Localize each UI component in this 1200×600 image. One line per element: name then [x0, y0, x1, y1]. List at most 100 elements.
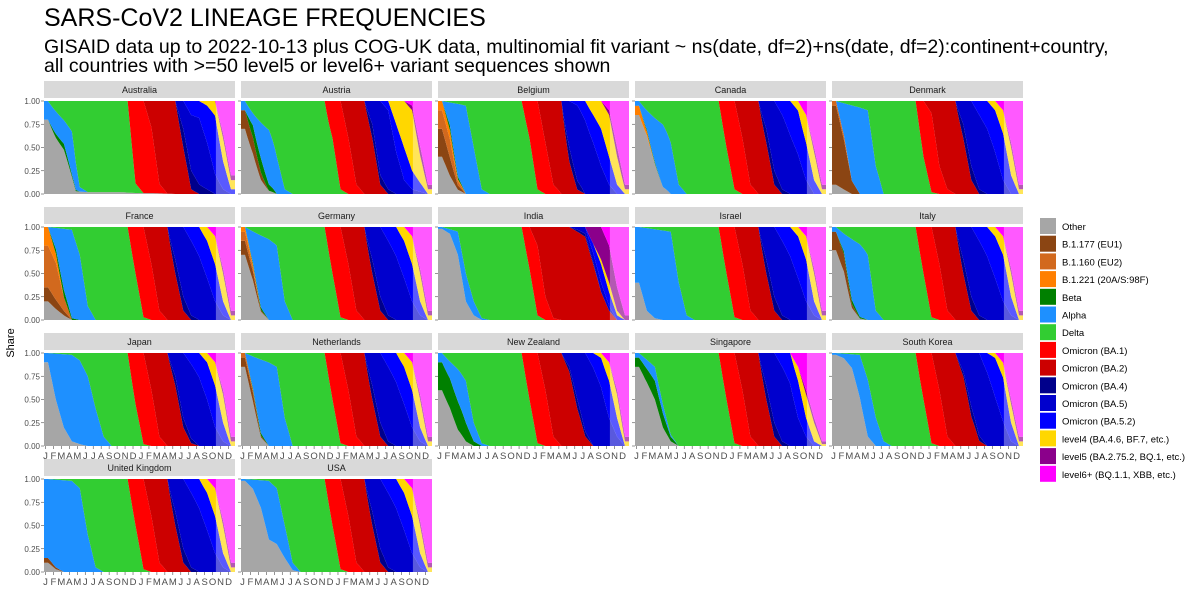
- x-tick-label: J: [580, 451, 585, 462]
- x-tick-label: J: [966, 451, 971, 462]
- y-tick-label: 0.50: [24, 270, 40, 279]
- panel-israel: Israel: [632, 207, 826, 321]
- x-tick-label: M: [547, 451, 555, 462]
- x-tick-label: O: [406, 577, 413, 588]
- area-omicron-ba-2: [438, 227, 629, 320]
- facet-strip-label: USA: [327, 463, 346, 473]
- facet-strip-background: [241, 459, 432, 476]
- x-tick-label: O: [406, 451, 413, 462]
- x-tick-label: F: [146, 577, 152, 588]
- area-level6-bq-1-1-xbb-etc: [832, 227, 1023, 311]
- x-tick-label: D: [721, 451, 728, 462]
- x-tick-label: J: [682, 451, 687, 462]
- facet-strip-label: South Korea: [902, 337, 952, 347]
- facet-strip-label: New Zealand: [507, 337, 560, 347]
- x-tick-label: A: [657, 451, 664, 462]
- area-omicron-ba-1: [438, 353, 629, 446]
- legend-item-omicron-ba-4: Omicron (BA.4): [1040, 377, 1127, 394]
- area-level6-bq-1-1-xbb-etc: [438, 101, 629, 185]
- area-alpha: [635, 227, 826, 320]
- x-tick-label: S: [894, 451, 900, 462]
- panel-india: India: [435, 207, 629, 321]
- x-tick-label: M: [254, 451, 262, 462]
- x-tick-label: D: [327, 451, 334, 462]
- facet-strip-background: [44, 333, 235, 350]
- x-tick-label: N: [611, 451, 618, 462]
- x-tick-label: J: [871, 451, 876, 462]
- area-delta: [241, 353, 432, 446]
- x-tick-label: J: [437, 451, 442, 462]
- facet-strip-background: [438, 333, 629, 350]
- facet-strip-background: [832, 81, 1023, 98]
- legend-swatch: [1040, 288, 1056, 305]
- area-omicron-ba-5: [438, 227, 629, 320]
- x-tick-label: D: [225, 451, 232, 462]
- legend-label: level6+ (BQ.1.1, XBB, etc.): [1062, 470, 1176, 481]
- area-omicron-ba-5: [635, 353, 826, 446]
- x-tick-label: N: [910, 451, 917, 462]
- projection-shading: [412, 227, 432, 320]
- area-omicron-ba-5: [44, 101, 235, 194]
- x-tick-label: A: [359, 451, 366, 462]
- facet-strip-background: [832, 207, 1023, 224]
- area-alpha: [832, 101, 1023, 194]
- panel-australia: Australia 0.00 0.25 0.50 0.75 1.00: [24, 81, 235, 199]
- area-omicron-ba-5: [832, 353, 1023, 446]
- x-tick-label: F: [51, 577, 57, 588]
- x-tick-label: F: [51, 451, 57, 462]
- x-tick-label: O: [310, 451, 317, 462]
- x-tick-label: J: [139, 577, 144, 588]
- area-delta: [635, 353, 826, 446]
- facet-strip-label: Australia: [122, 85, 157, 95]
- legend-item-omicron-ba-1: Omicron (BA.1): [1040, 341, 1127, 358]
- x-tick-label: M: [350, 577, 358, 588]
- x-tick-label: A: [492, 451, 499, 462]
- area-delta: [832, 353, 1023, 446]
- x-tick-label: A: [162, 451, 169, 462]
- legend-swatch: [1040, 359, 1056, 376]
- legend-swatch: [1040, 324, 1056, 341]
- x-tick-label: J: [375, 577, 380, 588]
- legend-swatch: [1040, 395, 1056, 411]
- area-delta: [44, 227, 235, 320]
- y-tick-label: 0.25: [24, 545, 40, 554]
- x-tick-label: F: [343, 577, 349, 588]
- x-tick-label: O: [310, 577, 317, 588]
- x-tick-label: J: [375, 451, 380, 462]
- legend-swatch: [1040, 377, 1056, 394]
- y-tick-label: 1.00: [24, 349, 40, 358]
- x-tick-label: S: [595, 451, 601, 462]
- legend-item-alpha: Alpha: [1040, 306, 1087, 323]
- area-omicron-ba-5: [241, 479, 432, 572]
- x-tick-label: J: [186, 451, 191, 462]
- x-tick-label: A: [295, 451, 302, 462]
- x-tick-label: O: [901, 451, 908, 462]
- x-tick-label: D: [130, 577, 137, 588]
- x-tick-label: N: [217, 577, 224, 588]
- facet-strip-label: Japan: [127, 337, 152, 347]
- area-other: [635, 114, 826, 194]
- area-omicron-ba-1: [44, 227, 235, 320]
- area-other: [438, 156, 629, 194]
- x-tick-label: M: [845, 451, 853, 462]
- x-tick-label: M: [467, 451, 475, 462]
- y-tick-label: 0.00: [24, 316, 40, 325]
- area-omicron-ba-1: [44, 479, 235, 572]
- facet-strip-label: Germany: [318, 211, 356, 221]
- x-tick-label: M: [73, 577, 81, 588]
- y-tick-label: 0.00: [24, 190, 40, 199]
- x-tick-label: J: [674, 451, 679, 462]
- legend-item-other: Other: [1040, 218, 1086, 234]
- facet-strip-background: [241, 207, 432, 224]
- area-delta: [832, 101, 1023, 194]
- x-tick-label: N: [122, 577, 129, 588]
- area-delta: [44, 479, 235, 572]
- x-tick-label: M: [760, 451, 768, 462]
- x-tick-label: A: [194, 451, 201, 462]
- area-delta: [241, 227, 432, 320]
- area-delta: [44, 353, 235, 446]
- x-tick-label: D: [816, 451, 823, 462]
- x-tick-label: A: [950, 451, 957, 462]
- projection-shading: [1003, 353, 1023, 446]
